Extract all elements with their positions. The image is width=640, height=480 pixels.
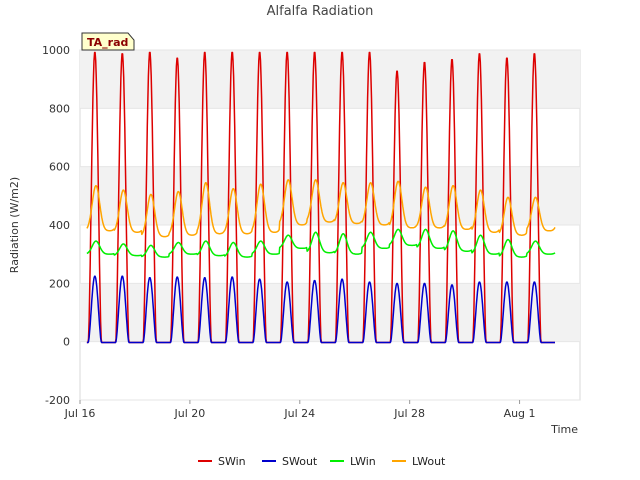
y-tick-label: 600: [49, 161, 70, 174]
series-line-swout: [86, 275, 556, 344]
x-tick-label: Jul 16: [64, 407, 96, 420]
x-axis-ticks: Jul 16 Jul 20 Jul 24 Jul 28 Aug 1: [64, 400, 536, 420]
x-tick-label: Jul 20: [174, 407, 206, 420]
plot-band: [80, 50, 580, 109]
plot-band: [80, 166, 580, 225]
x-axis-title: Time: [550, 423, 578, 436]
plot-bands: [80, 50, 580, 342]
legend-label: LWout: [412, 455, 446, 468]
y-tick-label: 200: [49, 277, 70, 290]
series-layer: [86, 51, 556, 344]
legend: SWin SWout LWin LWout: [198, 455, 446, 468]
plot-badge: TA_rad: [81, 32, 135, 51]
y-tick-label: 800: [49, 102, 70, 115]
legend-label: SWin: [218, 455, 246, 468]
x-tick-label: Aug 1: [504, 407, 536, 420]
x-tick-label: Jul 28: [393, 407, 425, 420]
plot-band: [80, 283, 580, 342]
badge-label: TA_rad: [87, 36, 128, 49]
y-tick-label: 1000: [42, 44, 70, 57]
chart-title: Alfalfa Radiation: [267, 4, 374, 19]
y-tick-label: -200: [45, 394, 70, 407]
grid-lines: [80, 49, 580, 401]
x-tick-label: Jul 24: [283, 407, 315, 420]
series-line-lwout: [86, 179, 556, 238]
legend-label: LWin: [350, 455, 376, 468]
legend-label: SWout: [282, 455, 318, 468]
y-axis-title: Radiation (W/m2): [8, 177, 21, 273]
y-tick-label: 400: [49, 219, 70, 232]
y-tick-label: 0: [63, 336, 70, 349]
y-axis-ticks: -200 0 200 400 600 800 1000: [42, 44, 70, 407]
series-line-lwin: [86, 228, 556, 258]
